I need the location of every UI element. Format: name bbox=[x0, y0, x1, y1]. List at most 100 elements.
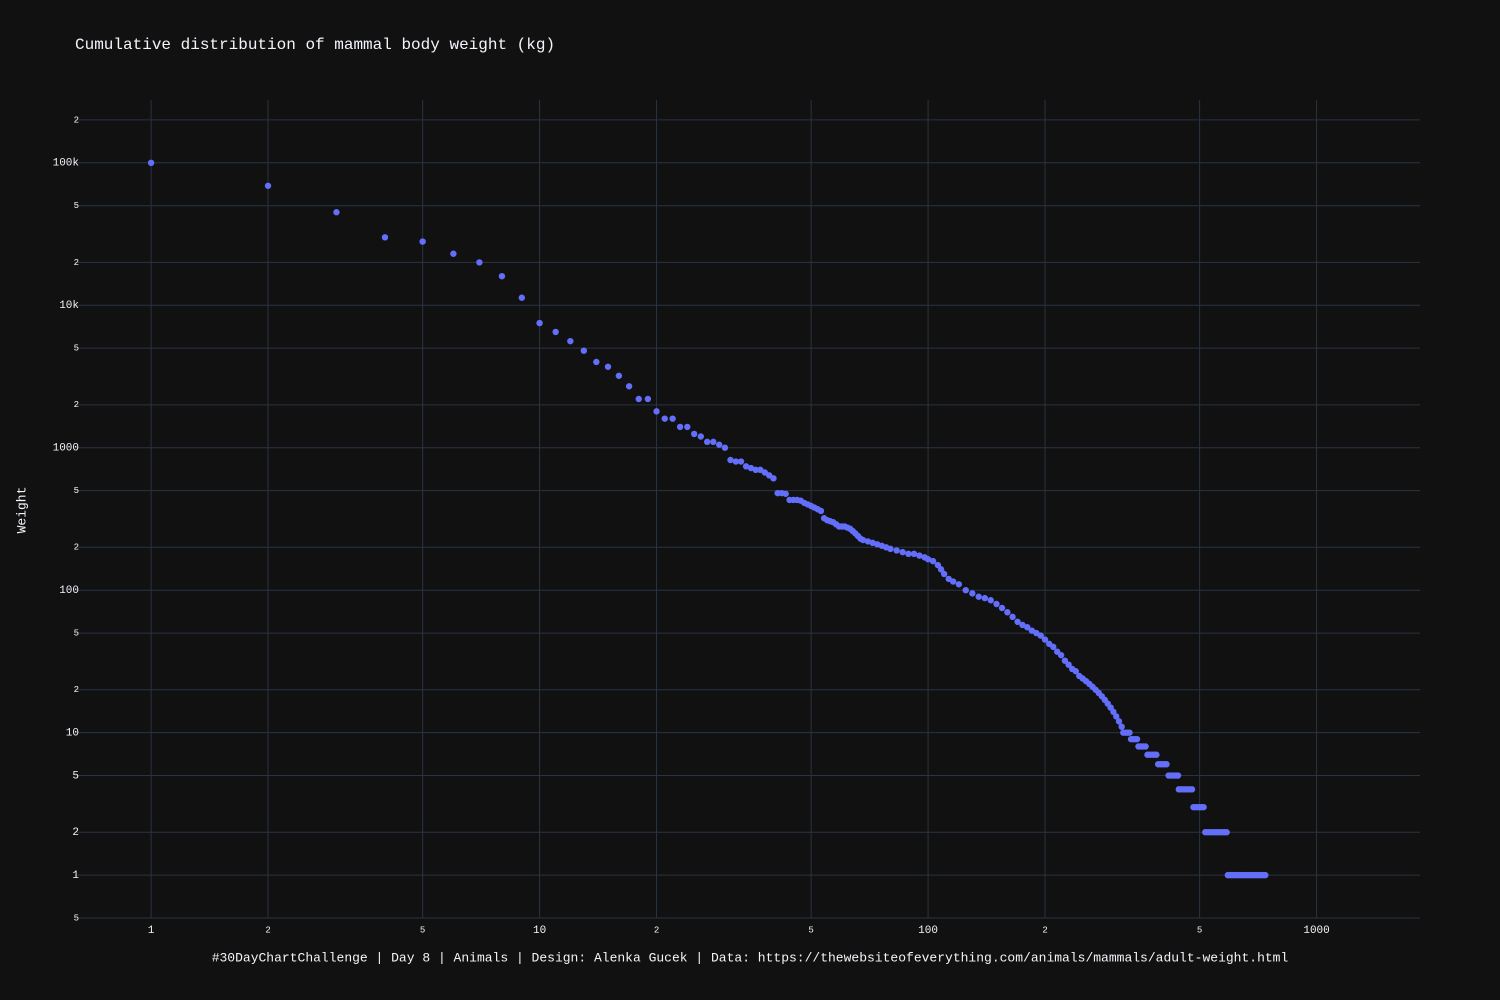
point bbox=[893, 547, 900, 554]
point bbox=[1009, 613, 1016, 621]
point bbox=[1041, 636, 1049, 643]
point bbox=[536, 319, 543, 327]
point bbox=[1065, 661, 1072, 668]
y-tick-label: 5 bbox=[74, 913, 79, 923]
point bbox=[1118, 723, 1125, 730]
point bbox=[962, 586, 969, 594]
x-tick-label: 1000 bbox=[1303, 925, 1329, 937]
point bbox=[1262, 871, 1269, 879]
x-tick-label: 2 bbox=[1042, 925, 1047, 935]
y-tick-label: 100k bbox=[53, 158, 80, 170]
point bbox=[998, 604, 1006, 612]
y-tick-label: 5 bbox=[72, 770, 79, 782]
point bbox=[1142, 743, 1149, 750]
x-tick-label: 2 bbox=[654, 925, 659, 935]
point bbox=[742, 463, 750, 470]
point bbox=[940, 570, 948, 578]
x-tick-label: 10 bbox=[533, 925, 546, 937]
y-tick-label: 2 bbox=[74, 400, 79, 410]
y-tick-label: 2 bbox=[74, 115, 79, 125]
point bbox=[1115, 718, 1123, 725]
grid: 1 2 5 10 2 5 100 2 5 1000 5 1 2 5 10 2 5 100 2 5 1000 2 5 10k 2 5… bbox=[53, 100, 1420, 937]
point bbox=[770, 475, 777, 482]
point bbox=[1057, 651, 1065, 659]
point bbox=[661, 415, 668, 422]
point bbox=[567, 337, 574, 345]
point bbox=[993, 600, 1000, 608]
point bbox=[981, 594, 989, 602]
point bbox=[1126, 729, 1133, 736]
point bbox=[1133, 735, 1141, 743]
point bbox=[817, 507, 825, 515]
point bbox=[593, 358, 600, 366]
point bbox=[1019, 621, 1026, 629]
point bbox=[676, 423, 684, 431]
x-tick-label: 2 bbox=[265, 925, 270, 935]
point bbox=[690, 430, 698, 438]
point bbox=[669, 415, 676, 422]
point bbox=[955, 581, 963, 588]
point bbox=[737, 458, 745, 465]
point bbox=[381, 234, 389, 241]
point bbox=[625, 383, 633, 390]
chart-title: Cumulative distribution of mammal body w… bbox=[75, 36, 555, 54]
point bbox=[1110, 708, 1117, 716]
x-tick-label: 5 bbox=[808, 925, 813, 935]
x-tick-label: 5 bbox=[420, 925, 425, 935]
y-tick-label: 5 bbox=[74, 486, 79, 496]
y-tick-label: 2 bbox=[74, 258, 79, 268]
point bbox=[518, 294, 526, 301]
point bbox=[476, 259, 483, 266]
point bbox=[1223, 829, 1230, 836]
point bbox=[498, 272, 506, 280]
point bbox=[969, 590, 976, 597]
point bbox=[916, 552, 923, 559]
point bbox=[987, 597, 994, 604]
point bbox=[1188, 786, 1196, 793]
point bbox=[732, 458, 740, 465]
point bbox=[859, 536, 867, 544]
y-tick-label: 1 bbox=[72, 870, 79, 882]
point bbox=[1072, 668, 1079, 675]
point bbox=[580, 347, 588, 354]
point bbox=[604, 363, 612, 370]
y-tick-label: 100 bbox=[59, 585, 79, 597]
y-tick-label: 2 bbox=[74, 685, 79, 695]
point bbox=[910, 550, 918, 558]
x-tick-label: 5 bbox=[1197, 925, 1202, 935]
point bbox=[703, 438, 711, 446]
point bbox=[1037, 632, 1044, 639]
point bbox=[697, 433, 704, 440]
point bbox=[450, 250, 457, 257]
annotation: #30DayChartChallenge | Day 8 | Animals |… bbox=[212, 950, 1289, 965]
point bbox=[1153, 751, 1160, 758]
point bbox=[1163, 761, 1170, 768]
point bbox=[899, 548, 906, 556]
point bbox=[552, 328, 559, 336]
point bbox=[147, 159, 155, 167]
point bbox=[653, 408, 660, 415]
point bbox=[644, 395, 652, 403]
point bbox=[782, 490, 789, 497]
point bbox=[1174, 772, 1182, 779]
y-tick-label: 5 bbox=[74, 201, 79, 211]
y-tick-label: 2 bbox=[74, 543, 79, 553]
point bbox=[975, 593, 982, 600]
point bbox=[333, 209, 340, 216]
point bbox=[949, 578, 957, 585]
point bbox=[721, 444, 729, 451]
point bbox=[684, 423, 691, 431]
marks bbox=[147, 159, 1269, 879]
point bbox=[1014, 618, 1021, 625]
point bbox=[727, 456, 734, 464]
point bbox=[710, 438, 717, 446]
point bbox=[1050, 643, 1057, 651]
y-tick-label: 1000 bbox=[53, 443, 79, 455]
point bbox=[1024, 623, 1031, 631]
y-tick-label: 5 bbox=[74, 628, 79, 638]
point bbox=[937, 566, 945, 573]
x-tick-label: 100 bbox=[918, 925, 938, 937]
point bbox=[1200, 803, 1207, 811]
